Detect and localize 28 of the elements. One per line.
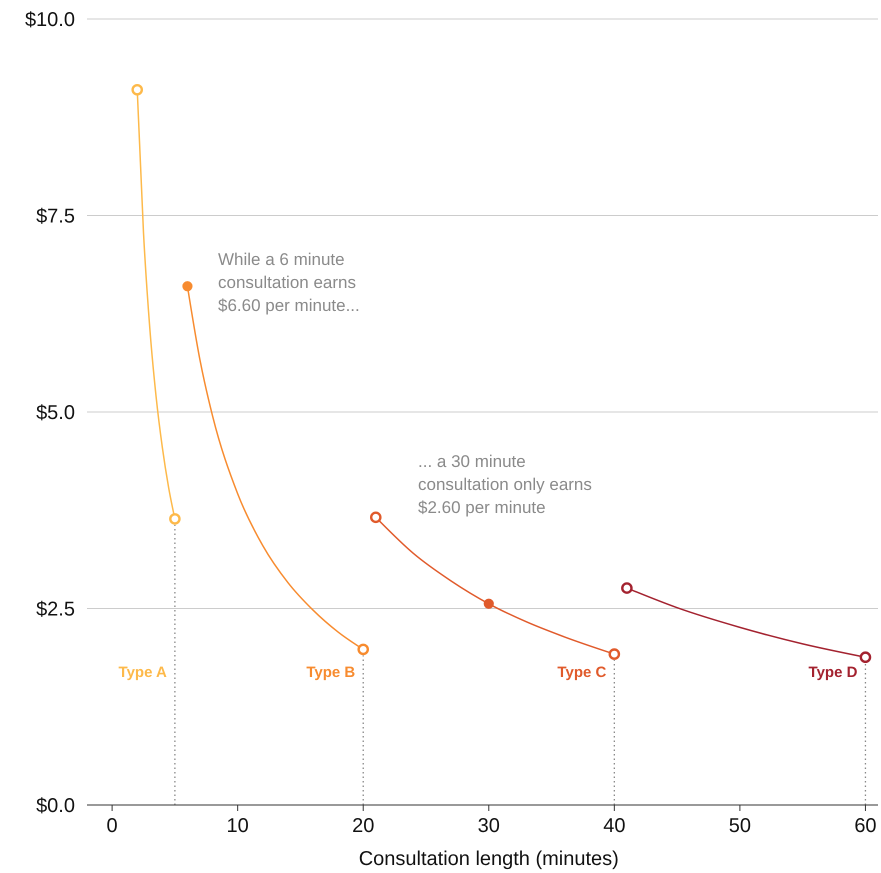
x-axis-title: Consultation length (minutes) bbox=[358, 848, 619, 870]
text: Type A bbox=[118, 664, 168, 681]
x-tick-label: 10 bbox=[226, 815, 249, 837]
point bbox=[370, 512, 382, 524]
x-tick-label: 30 bbox=[478, 815, 500, 837]
x-tick-label: 40 bbox=[603, 815, 626, 837]
annotation: ... a 30 minute consultation only earns $2.60 per minute bbox=[418, 452, 592, 517]
y-tick-label: $2.5 bbox=[36, 598, 75, 620]
y-tick-label: $0.0 bbox=[36, 795, 75, 817]
point bbox=[182, 281, 193, 292]
x-tick-label: 20 bbox=[352, 815, 374, 837]
x-tick-label: 60 bbox=[854, 815, 877, 837]
x-tick-label: 0 bbox=[106, 815, 118, 837]
point bbox=[860, 651, 872, 664]
point bbox=[131, 84, 144, 96]
series-label: Type D bbox=[808, 664, 858, 681]
x-tick-label: 50 bbox=[728, 815, 752, 837]
y-tick-label: $7.5 bbox=[36, 206, 75, 228]
y-tick-label: $10.0 bbox=[24, 9, 75, 31]
point bbox=[608, 648, 620, 660]
point bbox=[357, 644, 370, 656]
point bbox=[484, 598, 494, 609]
point bbox=[169, 513, 181, 525]
y-tick-label: $5.0 bbox=[36, 402, 75, 424]
series-label: Type C bbox=[557, 664, 606, 681]
point bbox=[621, 582, 633, 594]
annotation: While a 6 minute consultation earns $6.60 per minute... bbox=[218, 250, 360, 315]
series-label: Type B bbox=[306, 664, 356, 681]
